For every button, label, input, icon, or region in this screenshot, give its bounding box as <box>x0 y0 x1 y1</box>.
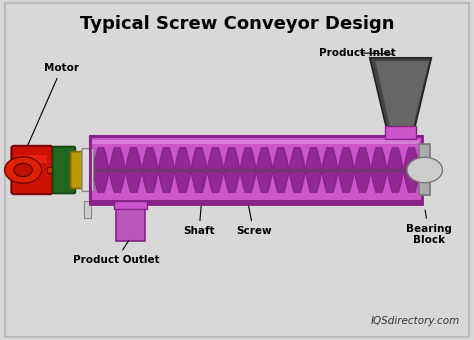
Bar <box>47 167 57 173</box>
Bar <box>90 136 422 147</box>
FancyBboxPatch shape <box>53 147 75 193</box>
Bar <box>114 201 147 209</box>
Bar <box>385 126 416 139</box>
Text: Product Outlet: Product Outlet <box>73 240 159 265</box>
Text: Screw: Screw <box>236 198 272 236</box>
Bar <box>90 143 422 197</box>
Bar <box>90 141 422 146</box>
Bar <box>116 204 145 241</box>
Text: IQSdirectory.com: IQSdirectory.com <box>371 317 460 326</box>
Bar <box>92 140 419 144</box>
FancyBboxPatch shape <box>5 3 469 337</box>
Text: Motor: Motor <box>25 63 79 152</box>
Bar <box>90 136 422 144</box>
Polygon shape <box>375 61 429 131</box>
Text: Shaft: Shaft <box>183 176 215 236</box>
FancyBboxPatch shape <box>82 149 93 191</box>
Bar <box>90 136 422 204</box>
Bar <box>419 144 430 196</box>
Text: Typical Screw Conveyor Design: Typical Screw Conveyor Design <box>80 15 394 33</box>
Text: Product Inlet: Product Inlet <box>319 48 396 58</box>
FancyBboxPatch shape <box>11 146 53 194</box>
Circle shape <box>407 157 442 183</box>
Polygon shape <box>370 58 431 133</box>
Text: Bearing
Block: Bearing Block <box>406 210 452 245</box>
Bar <box>90 200 422 204</box>
Bar <box>83 201 91 218</box>
Circle shape <box>5 157 42 183</box>
FancyBboxPatch shape <box>71 152 86 188</box>
Bar <box>90 136 422 204</box>
Circle shape <box>14 164 32 177</box>
Bar <box>17 154 47 164</box>
Bar <box>90 196 422 204</box>
Bar <box>90 193 422 204</box>
